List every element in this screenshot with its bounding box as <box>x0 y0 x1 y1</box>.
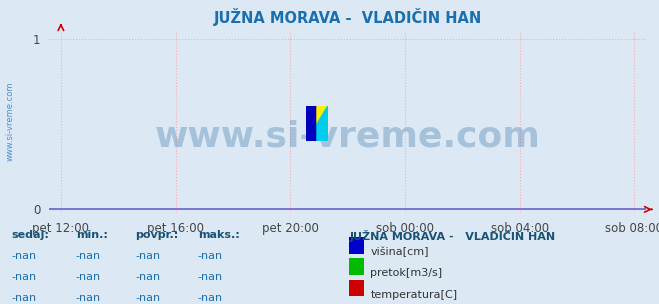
Text: -nan: -nan <box>12 272 37 282</box>
Text: -nan: -nan <box>135 293 160 303</box>
Text: JUŽNA MORAVA -   VLADIČIN HAN: JUŽNA MORAVA - VLADIČIN HAN <box>349 230 556 241</box>
Text: pretok[m3/s]: pretok[m3/s] <box>370 268 442 278</box>
Text: višina[cm]: višina[cm] <box>370 247 429 257</box>
Title: JUŽNA MORAVA -  VLADIČIN HAN: JUŽNA MORAVA - VLADIČIN HAN <box>214 9 482 26</box>
Text: -nan: -nan <box>135 251 160 261</box>
Text: -nan: -nan <box>198 272 223 282</box>
Text: temperatura[C]: temperatura[C] <box>370 290 457 300</box>
Text: sedaj:: sedaj: <box>12 230 49 240</box>
Polygon shape <box>317 106 328 141</box>
Text: -nan: -nan <box>76 293 101 303</box>
Text: maks.:: maks.: <box>198 230 239 240</box>
Text: -nan: -nan <box>76 272 101 282</box>
Text: povpr.:: povpr.: <box>135 230 179 240</box>
Text: -nan: -nan <box>198 293 223 303</box>
Text: www.si-vreme.com: www.si-vreme.com <box>5 82 14 161</box>
Text: -nan: -nan <box>12 251 37 261</box>
Text: -nan: -nan <box>12 293 37 303</box>
Text: -nan: -nan <box>76 251 101 261</box>
Polygon shape <box>317 106 328 124</box>
Text: -nan: -nan <box>198 251 223 261</box>
Text: www.si-vreme.com: www.si-vreme.com <box>155 119 540 153</box>
Polygon shape <box>306 106 317 141</box>
Text: min.:: min.: <box>76 230 107 240</box>
Text: -nan: -nan <box>135 272 160 282</box>
